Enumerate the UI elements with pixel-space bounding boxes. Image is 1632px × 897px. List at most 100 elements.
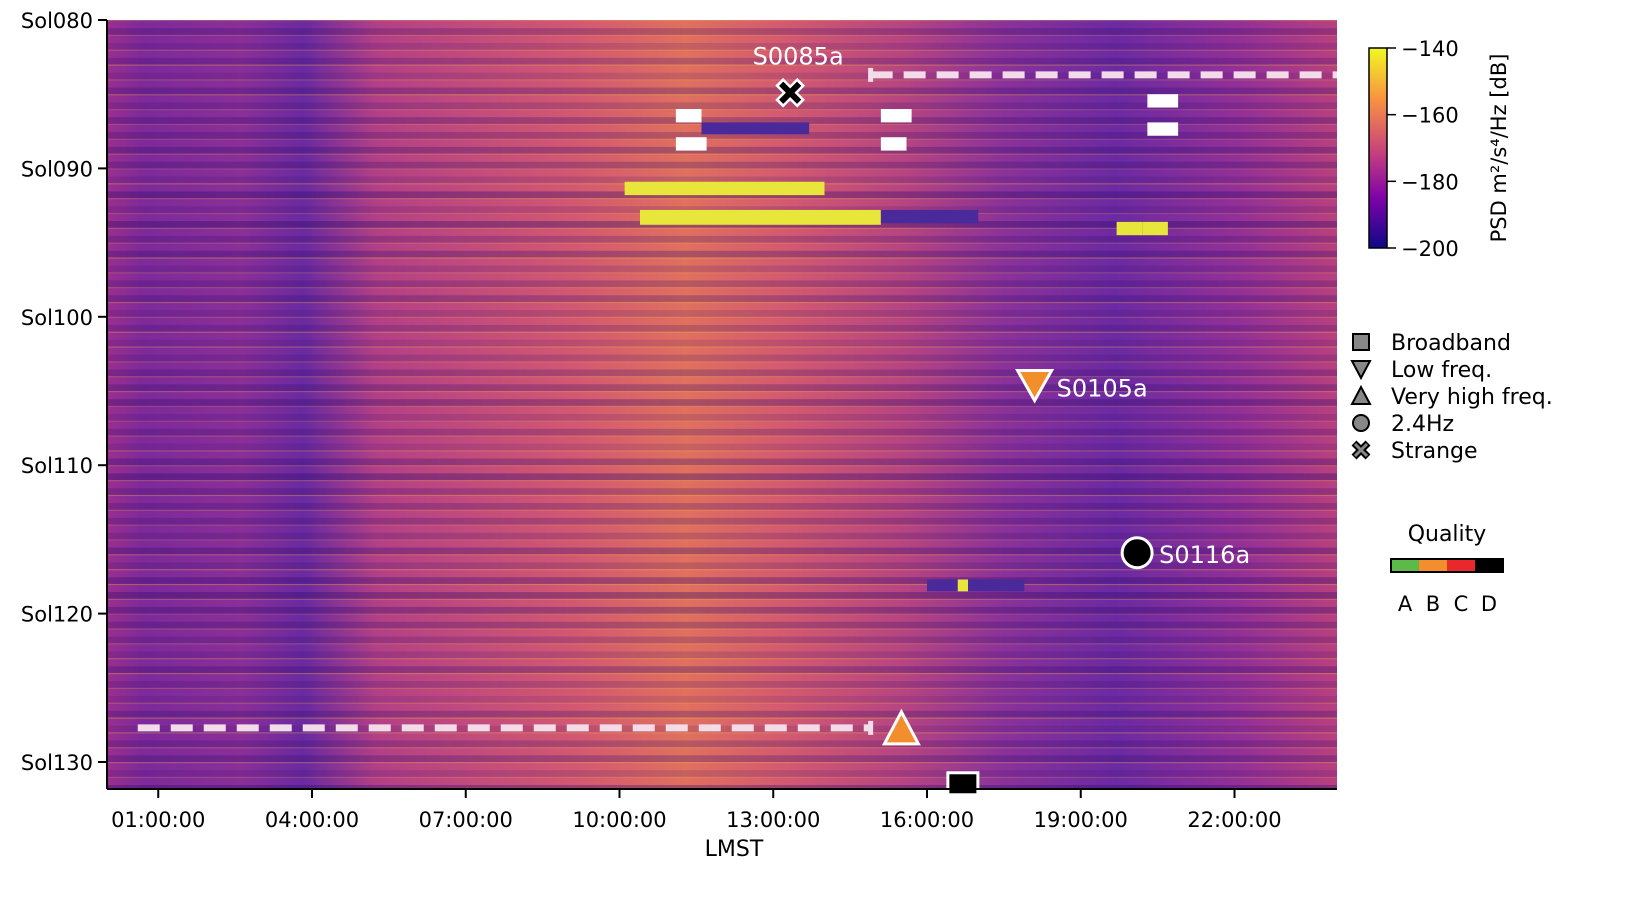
event-square <box>946 771 980 797</box>
spectrogram-row-shade <box>107 695 1337 703</box>
event-marker <box>946 771 980 797</box>
y-tick-label: Sol110 <box>21 454 93 478</box>
spectrogram-row-highlight <box>107 687 1337 689</box>
x-tick-label: 01:00:00 <box>111 808 205 832</box>
data-gap-block <box>1142 221 1168 236</box>
data-gap-block <box>624 181 825 196</box>
spectrogram-row-highlight <box>107 287 1337 289</box>
spectrogram-row-shade <box>107 428 1337 436</box>
spectrogram-row-highlight <box>107 361 1337 363</box>
spectrogram-row-shade <box>107 161 1337 169</box>
x-tick-label: 10:00:00 <box>572 808 666 832</box>
y-tick-label: Sol100 <box>21 306 93 330</box>
x-tick-label: 16:00:00 <box>880 808 974 832</box>
legend-label: Low freq. <box>1391 358 1492 383</box>
event-triangle-down <box>1015 369 1055 404</box>
spectrogram-row-shade <box>107 87 1337 95</box>
data-gap-block <box>675 109 702 123</box>
spectrogram-row-highlight <box>107 405 1337 408</box>
data-gap-block <box>880 137 907 151</box>
spectrogram-row-shade <box>107 132 1337 139</box>
spectrogram-row-highlight <box>107 583 1337 586</box>
spectrogram-row-highlight <box>107 509 1337 511</box>
spectrogram-row-shade <box>107 310 1337 317</box>
x-tick-label: 13:00:00 <box>726 808 820 832</box>
spectrogram-row-highlight <box>107 153 1337 155</box>
spectrogram-row-shade <box>107 458 1337 466</box>
spectrogram-row-shade <box>107 443 1337 451</box>
spectrogram-row-shade <box>107 384 1337 391</box>
spectrogram-row-shade <box>107 176 1337 184</box>
legend-label: Broadband <box>1391 331 1511 356</box>
spectrogram-row-shade <box>107 280 1337 288</box>
spectrogram-row-highlight <box>107 346 1337 348</box>
data-gap-block <box>1147 122 1179 136</box>
spectrogram-row-shade <box>107 295 1337 302</box>
spectrogram-row-highlight <box>107 420 1337 422</box>
colorbar-gradient <box>1368 47 1388 249</box>
quality-swatch <box>1447 559 1475 572</box>
x-axis-label: LMST <box>705 837 764 862</box>
spectrogram-row-highlight <box>107 79 1337 81</box>
spectrogram-row-shade <box>107 666 1337 673</box>
data-gap-block <box>701 122 810 135</box>
spectrogram-row-highlight <box>107 272 1337 274</box>
spectrogram-row-highlight <box>107 94 1337 96</box>
spectrogram-row-highlight <box>107 717 1337 719</box>
spectrogram-row-shade <box>107 577 1337 584</box>
spectrogram-row-highlight <box>107 747 1337 749</box>
legend-label: 2.4Hz <box>1391 412 1454 437</box>
legend-label: Strange <box>1391 439 1478 464</box>
y-tick-label: Sol090 <box>21 157 93 181</box>
spectrogram-row-highlight <box>107 331 1337 333</box>
spectrogram-row-shade <box>107 324 1337 332</box>
spectrogram-row-shade <box>107 117 1337 124</box>
spectrogram-row-highlight <box>107 465 1337 467</box>
x-tick-label: 07:00:00 <box>419 808 513 832</box>
quality-swatch <box>1391 559 1419 572</box>
spectrogram-row-shade <box>107 28 1337 35</box>
spectrogram-row-highlight <box>107 257 1337 259</box>
spectrogram-row-shade <box>107 206 1337 213</box>
data-gap-block <box>927 579 1025 592</box>
quality-level-label: D <box>1481 592 1497 616</box>
spectrogram-row-shade <box>107 725 1337 733</box>
spectrogram-row-shade <box>107 57 1337 65</box>
spectrogram-row-highlight <box>107 376 1337 378</box>
spectrogram-row-shade <box>107 399 1337 406</box>
data-gap-block <box>675 137 707 151</box>
spectrogram-row-highlight <box>107 569 1337 571</box>
spectrogram-row-highlight <box>107 227 1337 229</box>
spectrogram-row-shade <box>107 235 1337 243</box>
spectrogram-row-highlight <box>107 494 1337 497</box>
y-tick-label: Sol130 <box>21 751 93 775</box>
spectrogram-row-shade <box>107 43 1337 50</box>
spectrogram-row-shade <box>107 146 1337 154</box>
spectrogram-row-highlight <box>107 539 1337 541</box>
event-marker: S0105a <box>1015 369 1148 404</box>
data-gap-block <box>1147 94 1179 108</box>
x-tick-label: 19:00:00 <box>1034 808 1128 832</box>
spectrogram-row-highlight <box>107 598 1337 600</box>
spectrogram-row-highlight <box>107 316 1337 318</box>
spectrogram-row-shade <box>107 369 1337 377</box>
event-marker <box>881 708 921 746</box>
spectrogram-row-shade <box>107 621 1337 629</box>
spectrogram-row-highlight <box>107 435 1337 437</box>
spectrogram-row-shade <box>107 517 1337 525</box>
spectrogram-row-highlight <box>107 732 1337 734</box>
quality-frame <box>1390 558 1504 573</box>
legend-cross-icon <box>1353 442 1369 458</box>
legend-square-icon <box>1352 333 1370 351</box>
spectrogram-row-shade <box>107 710 1337 718</box>
spectrogram-row-highlight <box>107 628 1337 630</box>
spectrogram-heatmap <box>107 20 1337 789</box>
quality-level-label: A <box>1398 592 1413 616</box>
spectrogram-row-shade <box>107 265 1337 273</box>
spectrogram-row-shade <box>107 740 1337 748</box>
spectrogram-row-highlight <box>107 524 1337 526</box>
colorbar-tick-label: −180 <box>1401 170 1459 194</box>
event-marker: S0116a <box>1120 536 1250 570</box>
